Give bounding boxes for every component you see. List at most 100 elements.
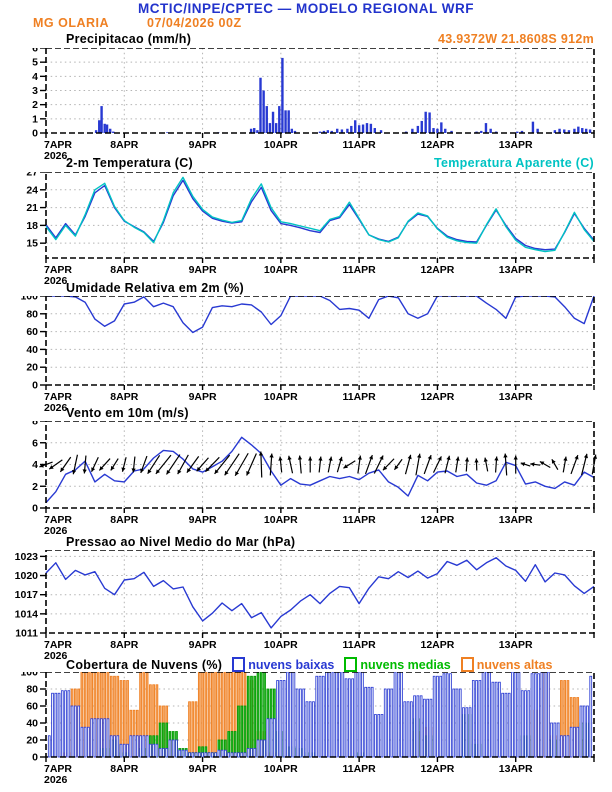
svg-text:1020: 1020 (15, 570, 39, 582)
svg-text:1023: 1023 (15, 551, 39, 563)
svg-text:1014: 1014 (15, 608, 39, 620)
svg-text:10APR: 10APR (264, 139, 298, 151)
svg-text:13APR: 13APR (499, 139, 533, 151)
svg-text:12APR: 12APR (420, 639, 454, 651)
svg-text:10APR: 10APR (264, 763, 298, 775)
svg-text:40: 40 (26, 344, 38, 356)
svg-text:12APR: 12APR (420, 264, 454, 276)
svg-text:3: 3 (32, 85, 38, 97)
svg-text:8APR: 8APR (110, 264, 138, 276)
svg-text:20: 20 (26, 362, 38, 374)
svg-text:8: 8 (32, 421, 38, 428)
svg-text:8APR: 8APR (110, 514, 138, 526)
svg-text:2026: 2026 (44, 774, 68, 786)
svg-text:7APR: 7APR (44, 264, 72, 276)
svg-text:7APR: 7APR (44, 639, 72, 651)
station-label: MG OLARIA (33, 16, 110, 30)
svg-text:12APR: 12APR (420, 391, 454, 403)
low-clouds-legend-label: nuvens baixas (248, 657, 335, 672)
page-title: MCTIC/INPE/CPTEC — MODELO REGIONAL WRF (138, 1, 474, 16)
svg-text:10APR: 10APR (264, 391, 298, 403)
svg-text:21: 21 (26, 202, 38, 214)
svg-text:2: 2 (32, 99, 38, 111)
svg-text:24: 24 (26, 184, 38, 196)
svg-text:9APR: 9APR (189, 514, 217, 526)
svg-text:10APR: 10APR (264, 514, 298, 526)
svg-text:100: 100 (20, 672, 38, 679)
svg-text:15: 15 (26, 238, 38, 250)
apparent-temperature-legend: Temperatura Aparente (C) (433, 156, 594, 170)
mid-clouds-swatch-icon (344, 657, 358, 672)
svg-text:13APR: 13APR (499, 264, 533, 276)
svg-text:12APR: 12APR (420, 763, 454, 775)
svg-text:13APR: 13APR (499, 514, 533, 526)
svg-text:100: 100 (20, 296, 38, 303)
svg-text:8APR: 8APR (110, 139, 138, 151)
svg-text:11APR: 11APR (343, 391, 377, 403)
svg-text:10APR: 10APR (264, 639, 298, 651)
svg-text:13APR: 13APR (499, 763, 533, 775)
svg-text:0: 0 (32, 128, 38, 140)
svg-text:4: 4 (32, 459, 38, 471)
panel-title-temperature: 2-m Temperatura (C) (66, 156, 194, 170)
svg-text:2026: 2026 (44, 525, 68, 537)
svg-text:11APR: 11APR (343, 139, 377, 151)
svg-text:5: 5 (32, 57, 38, 69)
svg-text:60: 60 (26, 326, 38, 338)
svg-text:2026: 2026 (44, 650, 68, 662)
svg-text:11APR: 11APR (343, 763, 377, 775)
svg-text:0: 0 (32, 380, 38, 392)
svg-text:7APR: 7APR (44, 139, 72, 151)
svg-text:11APR: 11APR (343, 514, 377, 526)
svg-text:13APR: 13APR (499, 639, 533, 651)
run-datetime-label: 07/04/2026 00Z (147, 16, 242, 30)
svg-text:9APR: 9APR (189, 264, 217, 276)
panel-title-clouds: Cobertura de Nuvens (%) (66, 657, 223, 672)
svg-text:2: 2 (32, 481, 38, 493)
cloud-legend-row: Cobertura de Nuvens (%) nuvens baixas nu… (66, 657, 552, 672)
high-clouds-swatch-icon (460, 657, 474, 672)
svg-text:7APR: 7APR (44, 391, 72, 403)
svg-text:1: 1 (32, 113, 38, 125)
svg-text:11APR: 11APR (343, 264, 377, 276)
svg-text:18: 18 (26, 220, 38, 232)
svg-text:12APR: 12APR (420, 514, 454, 526)
svg-text:4: 4 (32, 71, 38, 83)
svg-text:1017: 1017 (15, 589, 39, 601)
low-clouds-swatch-icon (232, 657, 246, 672)
high-clouds-legend-label: nuvens altas (476, 657, 553, 672)
svg-text:2026: 2026 (44, 402, 68, 414)
svg-text:2026: 2026 (44, 275, 68, 287)
svg-text:13APR: 13APR (499, 391, 533, 403)
svg-text:9APR: 9APR (189, 391, 217, 403)
svg-text:2026: 2026 (44, 150, 68, 162)
panel-title-pressure: Pressao ao Nivel Medio do Mar (hPa) (66, 535, 296, 549)
svg-text:9APR: 9APR (189, 639, 217, 651)
panel-title-precipitation: Precipitacao (mm/h) (66, 32, 192, 46)
svg-text:8APR: 8APR (110, 639, 138, 651)
svg-text:0: 0 (32, 503, 38, 515)
panel-title-humidity: Umidade Relativa em 2m (%) (66, 281, 244, 295)
svg-text:27: 27 (26, 172, 38, 179)
svg-text:11APR: 11APR (343, 639, 377, 651)
svg-text:80: 80 (26, 684, 38, 696)
svg-text:12APR: 12APR (420, 139, 454, 151)
svg-text:7APR: 7APR (44, 514, 72, 526)
svg-text:40: 40 (26, 718, 38, 730)
svg-text:9APR: 9APR (189, 763, 217, 775)
svg-text:6: 6 (32, 48, 38, 55)
svg-text:9APR: 9APR (189, 139, 217, 151)
svg-text:8APR: 8APR (110, 391, 138, 403)
svg-text:8APR: 8APR (110, 763, 138, 775)
svg-text:1011: 1011 (15, 628, 38, 640)
svg-text:60: 60 (26, 701, 38, 713)
svg-text:0: 0 (32, 752, 38, 764)
svg-text:7APR: 7APR (44, 763, 72, 775)
